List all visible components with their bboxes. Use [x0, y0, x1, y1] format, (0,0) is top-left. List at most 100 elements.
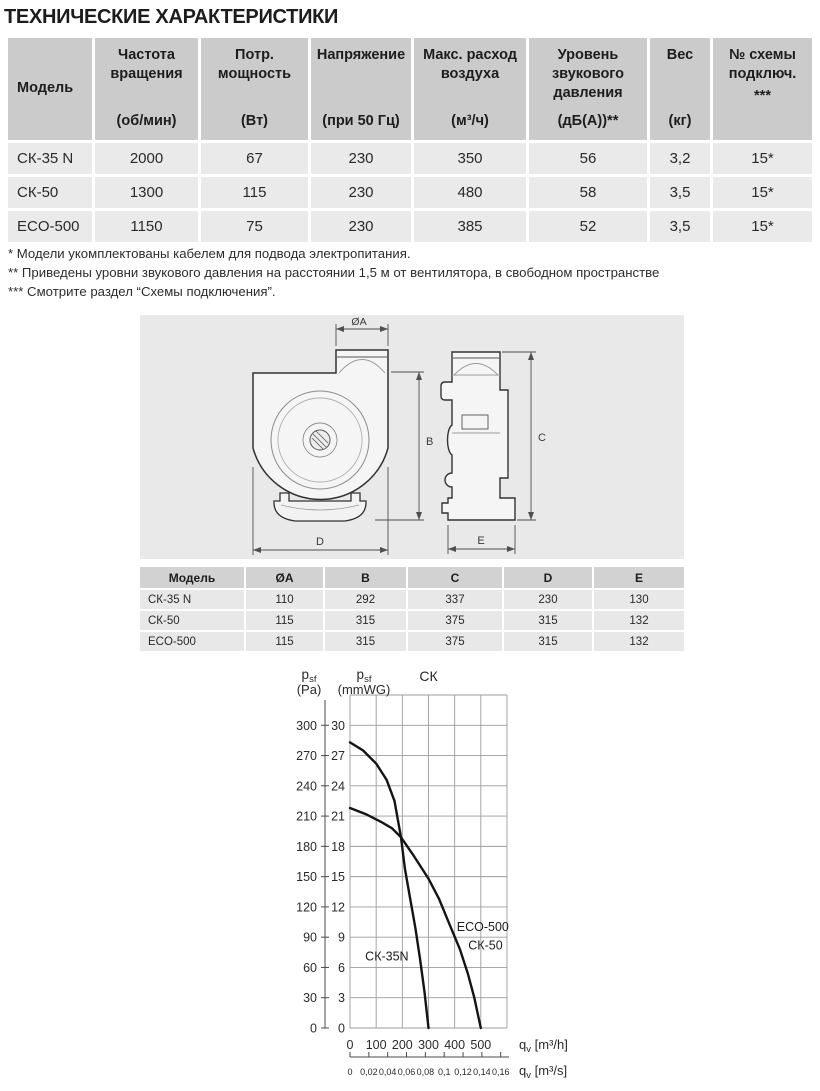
chart-shape: p — [302, 667, 310, 682]
x-tick-label: 300 — [418, 1038, 439, 1052]
dim-cell: 375 — [408, 632, 502, 651]
x2-tick-label: 0,02 — [360, 1067, 378, 1077]
spec-cell: 3,2 — [650, 143, 710, 174]
dim-col-header: Модель — [140, 567, 244, 588]
spec-cell: 52 — [529, 211, 647, 242]
fan-side-view — [440, 351, 516, 521]
spec-cell-model: СК-50 — [8, 177, 92, 208]
x2-tick-label: 0,1 — [438, 1067, 451, 1077]
x2-axis-unit: qv [m³/s] — [519, 1063, 567, 1081]
y1-axis-title-unit: (Pa) — [297, 682, 322, 697]
footnote-3: *** Смотрите раздел “Схемы подключения”. — [8, 284, 276, 300]
spec-col-header-weight: Вес (кг) — [650, 38, 710, 140]
col-title: Макс. расход воздуха — [423, 47, 517, 83]
performance-chart-svg: 0306090120150180210240270300036912151821… — [296, 667, 568, 1081]
x1-axis-unit: qv [m³/h] — [519, 1037, 568, 1055]
spec-cell: 1150 — [95, 211, 198, 242]
col-title: Напряжение — [316, 47, 406, 63]
col-title: Частота вращения — [110, 47, 183, 83]
pa-tick-label: 180 — [296, 840, 317, 854]
spec-cell-model: СК-35 N — [8, 143, 92, 174]
spec-cell: 2000 — [95, 143, 198, 174]
fan-drawing-svg: ØA B C D E — [140, 315, 684, 559]
mmwg-tick-label: 30 — [331, 719, 345, 733]
x2-tick-label: 0,14 — [473, 1067, 491, 1077]
spec-col-header-model: Модель — [8, 38, 92, 140]
dim-cell: 375 — [408, 611, 502, 630]
x-tick-label: 400 — [444, 1038, 465, 1052]
chart-shape: v — [526, 1070, 531, 1081]
pa-tick-label: 0 — [310, 1022, 317, 1036]
pa-tick-label: 240 — [296, 779, 317, 793]
x2-tick-label: 0,04 — [379, 1067, 397, 1077]
dim-label-c: C — [538, 432, 546, 444]
dim-cell: 315 — [504, 632, 592, 651]
x2-tick-label: 0,06 — [398, 1067, 416, 1077]
pa-tick-label: 30 — [303, 991, 317, 1005]
spec-cell: 15* — [713, 211, 812, 242]
spec-col-header-voltage: Напряжение (при 50 Гц) — [311, 38, 411, 140]
footnotes: * Модели укомплектованы кабелем для подв… — [8, 246, 808, 303]
mmwg-tick-label: 27 — [331, 749, 345, 763]
spec-cell-model: ECO-500 — [8, 211, 92, 242]
footnote-1: * Модели укомплектованы кабелем для подв… — [8, 246, 411, 261]
chart-shape: p — [357, 667, 365, 682]
spec-cell: 230 — [311, 143, 411, 174]
dimension-labels: ØA B C D E — [316, 316, 546, 548]
spec-table: Модель Частота вращения (об/мин) Потр. м… — [8, 38, 812, 242]
fan-front-view — [252, 349, 389, 522]
chart-shape: sf — [364, 674, 372, 685]
dim-cell: 337 — [408, 590, 502, 609]
curve-ECO-500 / СК-50 — [348, 806, 482, 1030]
dim-cell: 132 — [594, 632, 684, 651]
spec-cell: 15* — [713, 143, 812, 174]
dim-col-header: C — [408, 567, 502, 588]
chart-shape: q — [519, 1063, 526, 1078]
x2-tick-label: 0,16 — [492, 1067, 510, 1077]
dim-label-d: D — [316, 536, 324, 548]
x-tick-label: 500 — [470, 1038, 491, 1052]
x-tick-label: 100 — [366, 1038, 387, 1052]
dim-cell: 315 — [325, 611, 406, 630]
col-unit: (об/мин) — [116, 112, 177, 129]
mmwg-tick-label: 21 — [331, 810, 345, 824]
pa-tick-label: 120 — [296, 900, 317, 914]
performance-chart: 0 30 60 90 120 150 180 210 240 270 300 0 3 6 9 12 15 18 21… — [250, 658, 630, 1091]
dim-label-e: E — [477, 535, 484, 547]
hub-hatch — [311, 430, 329, 450]
col-title: Вес — [666, 47, 694, 63]
dimension-lines — [252, 324, 536, 555]
spec-cell: 3,5 — [650, 177, 710, 208]
spec-cell: 56 — [529, 143, 647, 174]
spec-cell: 230 — [311, 211, 411, 242]
x2-tick-label: 0 — [347, 1067, 352, 1077]
dim-cell: 315 — [504, 611, 592, 630]
dimensional-drawing: ØA B C D E — [140, 315, 684, 559]
col-unit: (дБ(А))** — [557, 112, 619, 129]
spec-cell: 230 — [311, 177, 411, 208]
dim-cell-model: СК-35 N — [140, 590, 244, 609]
mmwg-tick-label: 6 — [338, 961, 345, 975]
col-unit: *** — [754, 88, 771, 105]
col-unit: (кг) — [668, 112, 692, 129]
spec-cell: 115 — [201, 177, 308, 208]
x-tick-label: 200 — [392, 1038, 413, 1052]
spec-col-header-scheme: № схемы подключ. *** — [713, 38, 812, 140]
mmwg-tick-label: 9 — [338, 931, 345, 945]
spec-col-header-speed: Частота вращения (об/мин) — [95, 38, 198, 140]
col-title: № схемы подключ. — [728, 47, 797, 83]
col-title: Уровень звукового давления — [551, 47, 625, 102]
spec-cell: 1300 — [95, 177, 198, 208]
dim-label-a: ØA — [351, 316, 366, 328]
dimensions-table: Модель ØA B C D E СК-35 N 110 292 337 23… — [140, 567, 684, 651]
dim-cell-model: СК-50 — [140, 611, 244, 630]
dim-cell: 130 — [594, 590, 684, 609]
spec-col-header-airflow: Макс. расход воздуха (м³/ч) — [414, 38, 526, 140]
col-unit: (м³/ч) — [451, 112, 489, 129]
dim-col-header: ØA — [246, 567, 323, 588]
chart-shape: sf — [309, 674, 317, 685]
pa-tick-label: 60 — [303, 961, 317, 975]
y1-axis-title: psf — [302, 667, 317, 685]
spec-cell: 480 — [414, 177, 526, 208]
curve-label: СК-35N — [365, 949, 408, 963]
